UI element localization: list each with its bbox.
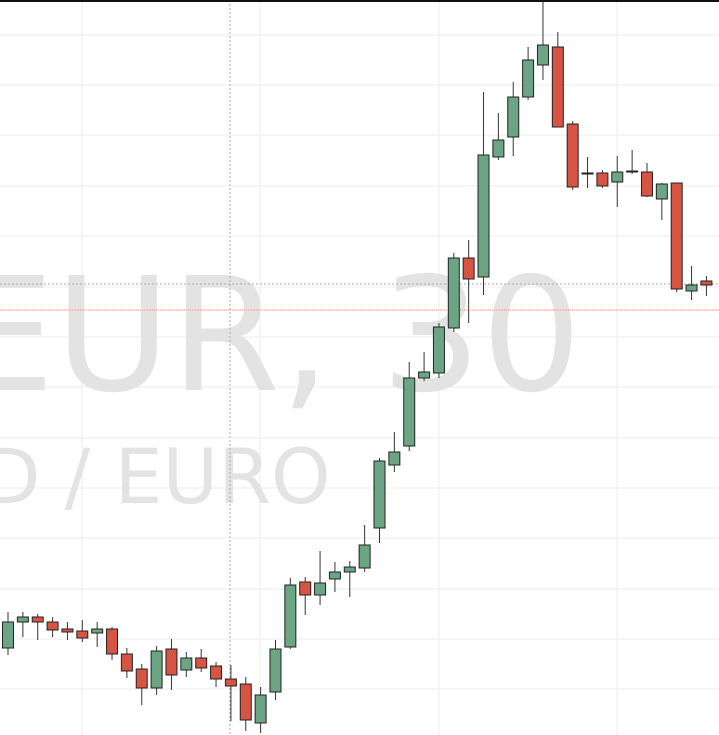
candle-body bbox=[566, 123, 579, 188]
candle-body bbox=[91, 628, 104, 634]
candle-body bbox=[388, 451, 401, 466]
candle-body bbox=[581, 172, 594, 175]
candle-body bbox=[507, 96, 520, 138]
top-border bbox=[0, 0, 719, 2]
candle-body bbox=[447, 257, 460, 329]
candle-body bbox=[224, 678, 237, 687]
candle-body bbox=[596, 172, 609, 187]
candle-body bbox=[492, 139, 505, 158]
candle-body bbox=[150, 650, 163, 689]
candle-body bbox=[165, 648, 178, 676]
candle-body bbox=[120, 653, 133, 672]
candle-body bbox=[254, 694, 267, 724]
candle-body bbox=[135, 668, 148, 689]
candle-body bbox=[670, 182, 683, 290]
watermark-subtitle: D / EURO bbox=[0, 432, 331, 521]
candle-body bbox=[210, 665, 223, 680]
candle-body bbox=[522, 59, 535, 98]
candle-body bbox=[284, 584, 297, 648]
candle-body bbox=[61, 628, 74, 633]
candle-body bbox=[343, 566, 356, 573]
candle-body bbox=[432, 326, 445, 374]
candle-body bbox=[358, 544, 371, 569]
candle-body bbox=[328, 571, 341, 580]
candle-body bbox=[536, 44, 549, 66]
candle-body bbox=[180, 657, 193, 671]
candle-body bbox=[239, 683, 252, 721]
candle-body bbox=[299, 581, 312, 596]
watermark: EUR, 30 bbox=[0, 244, 582, 428]
candle-body bbox=[76, 630, 89, 639]
candle-body bbox=[551, 46, 564, 128]
candle-body bbox=[477, 154, 490, 278]
candle-body bbox=[418, 371, 431, 379]
candle-body bbox=[655, 183, 668, 200]
candle-body bbox=[314, 582, 327, 596]
candle-body bbox=[2, 621, 14, 649]
candle-body bbox=[373, 460, 386, 529]
candle-body bbox=[403, 377, 416, 447]
candle-body bbox=[16, 616, 29, 623]
candle-body bbox=[195, 657, 208, 669]
candle-body bbox=[700, 280, 713, 286]
candle-body bbox=[611, 171, 624, 183]
candle-body bbox=[269, 648, 282, 693]
candle-body bbox=[31, 616, 44, 623]
candle-body bbox=[462, 257, 475, 280]
candle-body bbox=[626, 170, 639, 173]
candle-body bbox=[685, 284, 698, 292]
candle-body bbox=[46, 621, 59, 631]
candle-body bbox=[106, 628, 119, 655]
candle-body bbox=[640, 171, 653, 197]
